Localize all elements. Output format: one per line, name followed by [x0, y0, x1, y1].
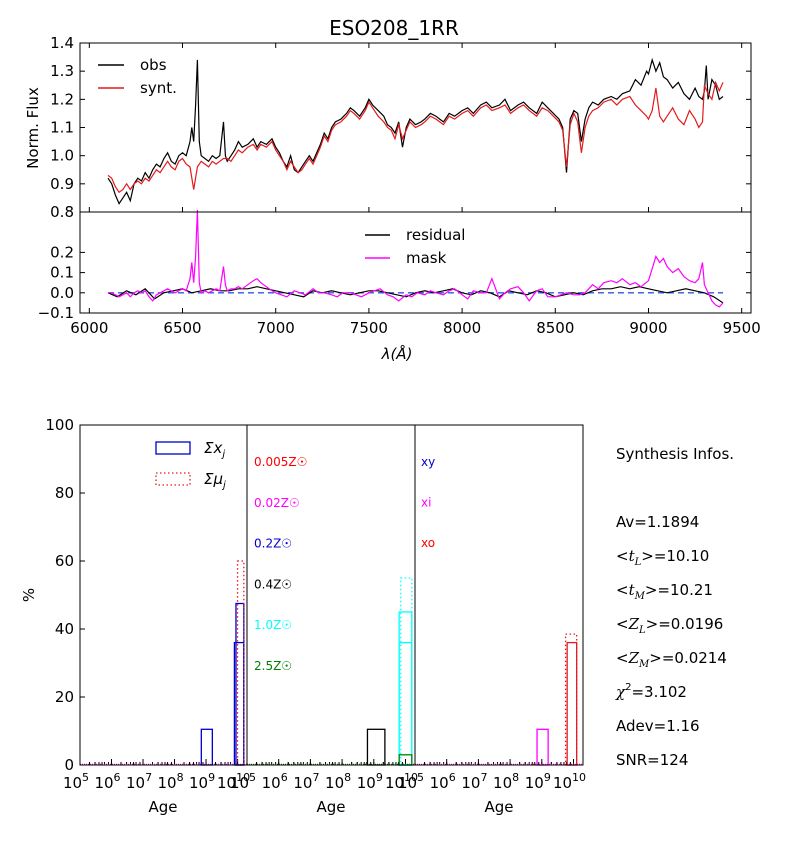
legend-mask-label: mask	[406, 249, 447, 267]
age-ylabel: %	[20, 588, 38, 602]
residual-frame	[79, 211, 752, 314]
y-tick-label: −0.1	[38, 304, 74, 322]
metallicity-label: 0.005Z☉	[254, 455, 307, 469]
y-tick-label: 60	[55, 552, 74, 570]
residual-ticks: −0.1 0.0 0.1 0.2 6000 6500 7000 7500 8000 8500 900…	[38, 43, 761, 337]
synthesis-heading: Synthesis Infos.	[616, 445, 734, 463]
age-legend: Σxj Σμj	[155, 439, 226, 491]
age-subpanel-3-frame	[414, 424, 584, 766]
spectrum-y-ticks: 0.8 0.9 1.0 1.1 1.2 1.3 1.4	[50, 34, 751, 221]
age-xlabel-1: Age	[148, 798, 177, 816]
y-tick-label: 40	[55, 620, 74, 638]
x-tick-label: 7500	[350, 319, 388, 337]
residual-series	[107, 209, 724, 308]
x-tick-label: 9500	[723, 319, 761, 337]
y-tick-label: 1.1	[50, 119, 74, 137]
metallicity-label: 2.5Z☉	[254, 659, 292, 673]
y-tick-label: 100	[45, 416, 74, 434]
legend-obs-label: obs	[140, 56, 167, 74]
population-label: xy	[421, 455, 435, 469]
y-tick-label: 1.3	[50, 62, 74, 80]
age-xlabel-2: Age	[316, 798, 345, 816]
spectrum-panel: 0.8 0.9 1.0 1.1 1.2 1.3 1.4 Norm. Flux obs syn…	[24, 34, 752, 221]
residual-xlabel: λ(Å)	[381, 344, 413, 363]
y-tick-label: 0.2	[50, 243, 74, 261]
synthesis-infos: Synthesis Infos. Av=1.1894 <tL>=10.10 <t…	[615, 445, 734, 769]
metallicity-label: 0.4Z☉	[254, 577, 292, 591]
y-tick-label: 1.2	[50, 90, 74, 108]
chart-title: ESO208_1RR	[329, 16, 459, 40]
age-xlabel-3: Age	[484, 798, 513, 816]
y-tick-label: 1.4	[50, 34, 74, 52]
y-tick-label: 80	[55, 484, 74, 502]
series-line-mask	[108, 209, 724, 308]
population-label: xo	[421, 536, 435, 550]
spectrum-ylabel: Norm. Flux	[24, 87, 42, 169]
legend-summu-swatch	[155, 472, 191, 486]
metallicity-label: 0.02Z☉	[254, 496, 300, 510]
spectrum-series	[107, 57, 724, 205]
x-tick-label: 8500	[536, 319, 574, 337]
synthesis-av: Av=1.1894	[616, 513, 699, 531]
x-tick-label: 7000	[257, 319, 295, 337]
synthesis-tL: <tL>=10.10	[616, 547, 709, 568]
series-line-obs	[107, 57, 724, 205]
synthesis-tM: <tM>=10.21	[616, 581, 713, 602]
legend-sumx-swatch	[155, 441, 191, 455]
y-tick-label: 0.0	[50, 284, 74, 302]
legend-sumx-label: Σxj	[204, 439, 225, 460]
series-line-synt	[107, 80, 724, 194]
synthesis-ZM: <ZM>=0.0214	[616, 649, 727, 670]
legend-residual-label: residual	[406, 226, 465, 244]
x-tick-label: 9000	[629, 319, 667, 337]
residual-panel: −0.1 0.0 0.1 0.2 6000 6500 7000 7500 8000 8500 900…	[38, 43, 761, 363]
synthesis-adev: Adev=1.16	[616, 717, 700, 735]
y-tick-label: 0.1	[50, 264, 74, 282]
y-tick-label: 1.0	[50, 147, 74, 165]
metallicity-label: 1.0Z☉	[254, 618, 292, 632]
series-line-residual	[107, 286, 724, 304]
legend-synt-label: synt.	[140, 79, 177, 97]
xlabel-lambda: λ(Å)	[381, 344, 413, 363]
synthesis-snr: SNR=124	[616, 751, 688, 769]
metallicity-labels: 0.005Z☉ 0.02Z☉ 0.2Z☉ 0.4Z☉ 1.0Z☉ 2.5Z☉ xy xi xo	[254, 455, 435, 673]
x-tick-label: 8000	[443, 319, 481, 337]
x-tick-label: 6000	[70, 319, 108, 337]
synthesis-ZL: <ZL>=0.0196	[616, 615, 723, 636]
synthesis-chi2: χ2=3.102	[615, 682, 687, 701]
y-tick-label: 0	[64, 756, 74, 774]
x-tick-label: 6500	[163, 319, 201, 337]
spectrum-legend: obs synt.	[98, 56, 177, 97]
legend-summu-label: Σμj	[204, 470, 226, 491]
y-tick-label: 0.9	[50, 175, 74, 193]
population-label: xi	[421, 496, 431, 510]
y-tick-label: 20	[55, 688, 74, 706]
metallicity-label: 0.2Z☉	[254, 537, 292, 551]
residual-legend: residual mask	[365, 226, 465, 267]
y-tick-label: 0.8	[50, 203, 74, 221]
histogram-bar	[564, 633, 578, 766]
histogram-bar	[400, 577, 413, 766]
